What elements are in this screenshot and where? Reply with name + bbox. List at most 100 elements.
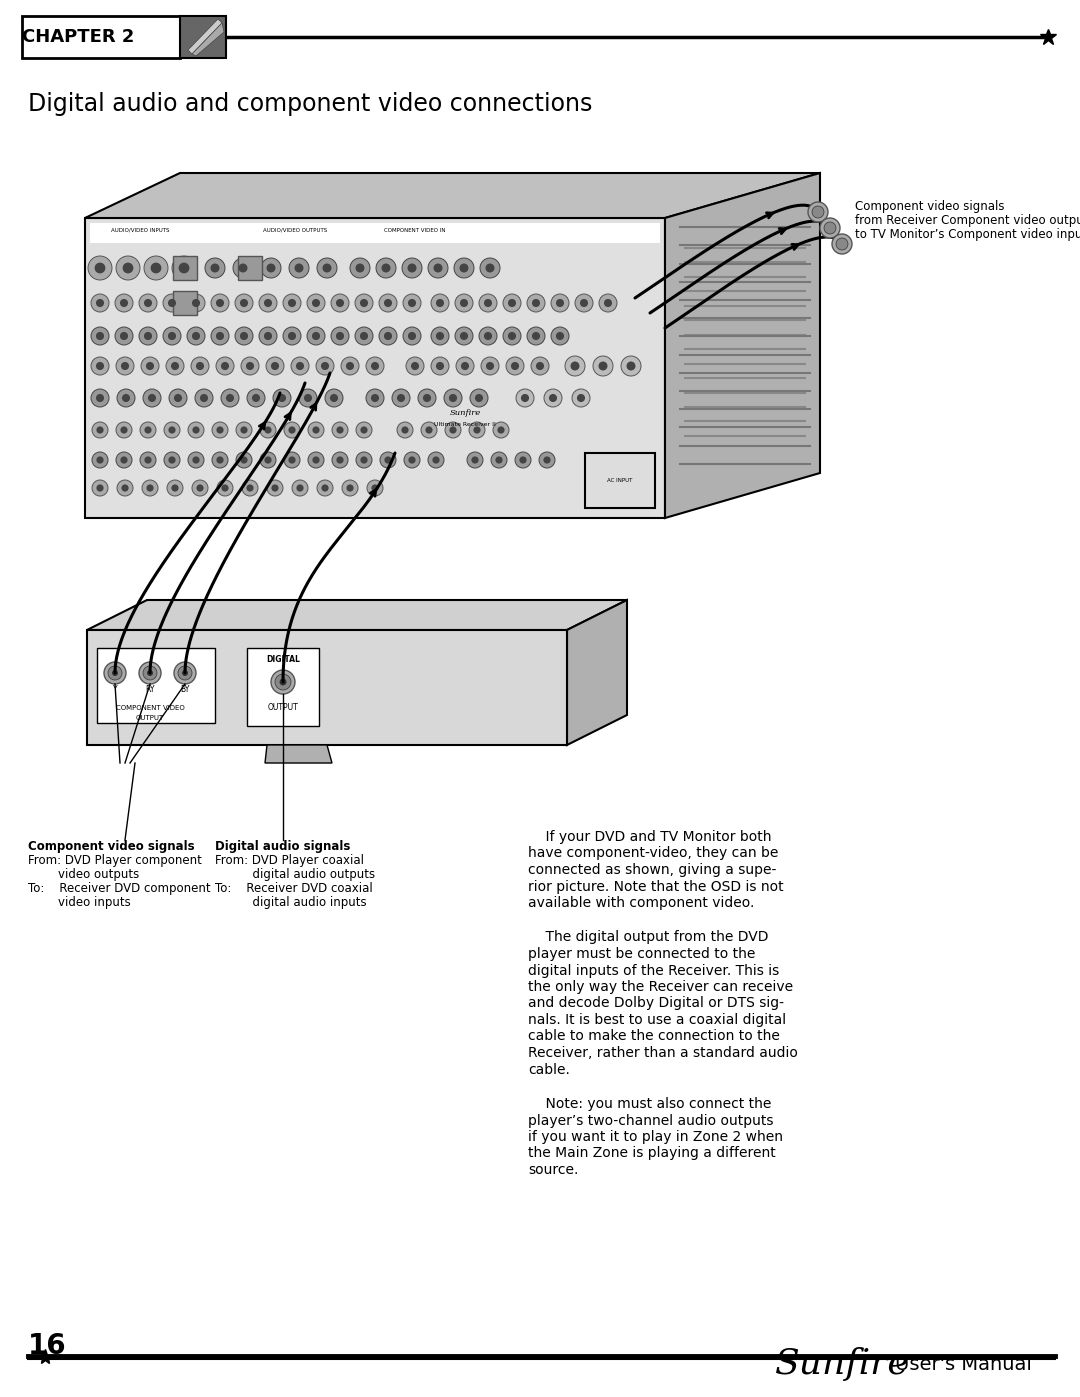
Text: have component-video, they can be: have component-video, they can be	[528, 847, 779, 861]
Text: Ultimate Receiver II: Ultimate Receiver II	[434, 422, 496, 427]
Circle shape	[178, 666, 192, 680]
Circle shape	[141, 358, 159, 374]
Circle shape	[459, 264, 469, 272]
Polygon shape	[265, 745, 332, 763]
Circle shape	[454, 258, 474, 278]
Circle shape	[205, 258, 225, 278]
Circle shape	[532, 299, 540, 307]
Circle shape	[172, 485, 178, 492]
Circle shape	[536, 362, 544, 370]
Polygon shape	[87, 599, 627, 630]
Circle shape	[217, 481, 233, 496]
Text: Sunfire: Sunfire	[449, 409, 481, 416]
Circle shape	[379, 327, 397, 345]
Text: connected as shown, giving a supe-: connected as shown, giving a supe-	[528, 863, 777, 877]
Circle shape	[355, 293, 373, 312]
Circle shape	[116, 453, 132, 468]
Circle shape	[267, 481, 283, 496]
Circle shape	[145, 457, 151, 464]
Circle shape	[565, 356, 585, 376]
Circle shape	[264, 299, 272, 307]
Circle shape	[197, 485, 204, 492]
Bar	[173, 291, 197, 314]
Circle shape	[551, 293, 569, 312]
Circle shape	[428, 258, 448, 278]
Circle shape	[380, 453, 396, 468]
Circle shape	[172, 256, 195, 279]
Circle shape	[307, 327, 325, 345]
Circle shape	[221, 362, 229, 370]
Circle shape	[168, 388, 187, 407]
Circle shape	[212, 453, 228, 468]
Circle shape	[252, 394, 260, 402]
Polygon shape	[87, 630, 567, 745]
Circle shape	[280, 679, 286, 686]
Text: digital inputs of the Receiver. This is: digital inputs of the Receiver. This is	[528, 964, 780, 978]
Circle shape	[519, 457, 527, 464]
Text: COMPONENT VIDEO: COMPONENT VIDEO	[116, 705, 185, 711]
Circle shape	[471, 457, 478, 464]
Circle shape	[342, 481, 357, 496]
Circle shape	[330, 293, 349, 312]
Circle shape	[91, 388, 109, 407]
Circle shape	[139, 662, 161, 685]
Circle shape	[307, 293, 325, 312]
Text: nals. It is best to use a coaxial digital: nals. It is best to use a coaxial digita…	[528, 1013, 786, 1027]
Circle shape	[259, 327, 276, 345]
Circle shape	[211, 264, 219, 272]
Bar	[585, 453, 654, 509]
Bar	[90, 224, 660, 243]
Circle shape	[812, 205, 824, 218]
Circle shape	[241, 358, 259, 374]
Circle shape	[147, 671, 153, 676]
Circle shape	[403, 293, 421, 312]
Circle shape	[503, 293, 521, 312]
Circle shape	[235, 293, 253, 312]
Circle shape	[593, 356, 613, 376]
Text: The digital output from the DVD: The digital output from the DVD	[528, 930, 769, 944]
Circle shape	[96, 426, 104, 433]
Circle shape	[436, 299, 444, 307]
Text: the only way the Receiver can receive: the only way the Receiver can receive	[528, 981, 793, 995]
Circle shape	[273, 388, 291, 407]
Circle shape	[171, 362, 179, 370]
Circle shape	[432, 457, 440, 464]
Circle shape	[259, 293, 276, 312]
Circle shape	[303, 394, 312, 402]
Text: video inputs: video inputs	[28, 895, 131, 909]
Bar	[238, 256, 262, 279]
Circle shape	[96, 485, 104, 492]
Circle shape	[572, 388, 590, 407]
Text: cable to make the connection to the: cable to make the connection to the	[528, 1030, 780, 1044]
Circle shape	[511, 362, 519, 370]
Circle shape	[242, 481, 258, 496]
Polygon shape	[192, 22, 224, 56]
Bar	[247, 648, 319, 726]
Circle shape	[163, 327, 181, 345]
Text: to TV Monitor’s Component video inputs: to TV Monitor’s Component video inputs	[855, 228, 1080, 242]
Circle shape	[246, 485, 254, 492]
Circle shape	[147, 485, 153, 492]
Circle shape	[544, 388, 562, 407]
Circle shape	[384, 299, 392, 307]
Bar	[180, 15, 226, 59]
Circle shape	[212, 422, 228, 439]
Circle shape	[116, 358, 134, 374]
Circle shape	[278, 394, 286, 402]
Text: digital audio outputs: digital audio outputs	[215, 868, 375, 882]
Circle shape	[116, 256, 140, 279]
Polygon shape	[85, 218, 665, 518]
Circle shape	[235, 327, 253, 345]
Bar	[97, 648, 215, 724]
Text: User's Manual: User's Manual	[895, 1355, 1031, 1373]
Text: AC INPUT: AC INPUT	[607, 478, 633, 482]
Circle shape	[515, 453, 531, 468]
Circle shape	[325, 388, 343, 407]
Circle shape	[284, 453, 300, 468]
Circle shape	[216, 358, 234, 374]
Circle shape	[239, 264, 247, 272]
Circle shape	[355, 327, 373, 345]
Circle shape	[117, 388, 135, 407]
Circle shape	[183, 671, 188, 676]
Circle shape	[403, 327, 421, 345]
